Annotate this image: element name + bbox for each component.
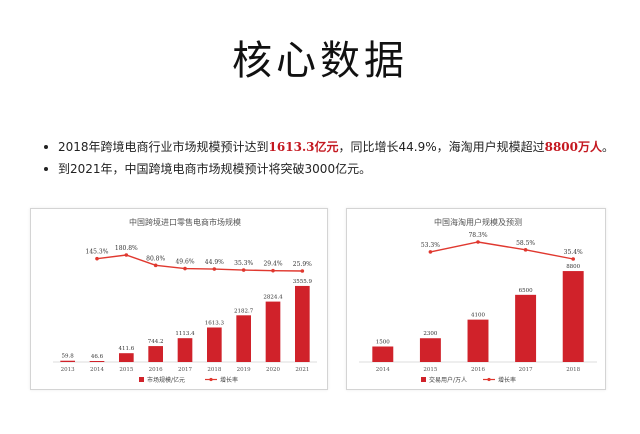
- x-tick-label: 2015: [119, 367, 133, 373]
- legend-bar-swatch: [139, 377, 144, 382]
- growth-rate-point: [124, 253, 129, 257]
- growth-rate-point: [183, 266, 187, 271]
- growth-rate-label: 49.6%: [175, 259, 194, 266]
- growth-rate-point: [95, 256, 99, 261]
- growth-rate-point: [212, 267, 217, 271]
- legend-line-label: 增长率: [498, 376, 516, 384]
- bar-value-label: 59.8: [62, 354, 75, 360]
- bar-2013: [60, 360, 75, 362]
- bar-2018: [207, 327, 222, 362]
- bar-value-label: 1113.4: [175, 331, 195, 337]
- user-scale-chart: 中国海淘用户规模及预测 1500 2014 2300 2015 4100 2016 6500 2…: [359, 217, 597, 384]
- bar-2015: [419, 338, 441, 362]
- x-tick-label: 2018: [566, 367, 580, 373]
- bar-value-label: 4100: [471, 313, 485, 319]
- growth-rate-point: [153, 263, 158, 268]
- bar-2020: [265, 301, 281, 362]
- bar-2019: [236, 315, 251, 362]
- x-tick-label: 2017: [519, 367, 533, 373]
- growth-rate-label: 145.3%: [86, 249, 109, 256]
- bar-value-label: 1613.3: [205, 320, 225, 326]
- bullet-item-1: 2018年跨境电商行业市场规模预计达到1613.3亿元，同比增长44.9%，海淘…: [44, 136, 634, 158]
- page-title: 核心数据: [232, 38, 408, 84]
- growth-rate-point: [271, 268, 275, 273]
- bullet-text-1: 2018年跨境电商行业市场规模预计达到1613.3亿元，同比增长44.9%，海淘…: [58, 136, 614, 158]
- growth-rate-label: 180.8%: [115, 245, 138, 252]
- bar-value-label: 46.6: [91, 354, 104, 360]
- bar-value-label: 8800: [566, 264, 580, 270]
- x-tick-label: 2017: [178, 367, 192, 373]
- user-count-highlight: 8800万人: [544, 140, 603, 154]
- legend-line-label: 增长率: [220, 376, 238, 384]
- legend-bar-swatch: [421, 377, 426, 382]
- bar-value-label: 744.2: [148, 339, 164, 345]
- legend-bar-label: 交易用户/万人: [429, 376, 467, 384]
- legend-line-marker: [487, 377, 491, 382]
- bar-2021: [295, 285, 310, 362]
- bar-2015: [119, 353, 134, 362]
- growth-rate-label: 35.3%: [234, 260, 253, 267]
- bar-2014: [89, 361, 105, 362]
- growth-rate-label: 44.9%: [205, 259, 224, 266]
- bullet-1-text-b: ，同比增长44.9%，海淘用户规模超过: [338, 140, 545, 154]
- x-tick-label: 2019: [237, 367, 251, 373]
- bullet-1-text-a: 2018年跨境电商行业市场规模预计达到: [58, 140, 269, 154]
- x-tick-label: 2016: [471, 367, 485, 373]
- bar-2017: [177, 338, 193, 362]
- growth-rate-label: 58.5%: [516, 240, 535, 247]
- user-scale-chart-panel: 中国海淘用户规模及预测 1500 2014 2300 2015 4100 2016 6500 2…: [346, 208, 606, 390]
- x-tick-label: 2013: [61, 367, 75, 373]
- growth-rate-line: [430, 241, 574, 260]
- market-size-chart-panel: 中国跨境进口零售电商市场规模 59.8 2013 46.6 2014 411.6 2015 7…: [30, 208, 328, 390]
- bullet-dot-icon: [44, 145, 48, 149]
- growth-rate-line: [96, 254, 303, 272]
- growth-rate-point: [523, 248, 528, 252]
- bullet-item-2: 到2021年，中国跨境电商市场规模预计将突破3000亿元。: [44, 158, 634, 180]
- bar-2014: [372, 346, 394, 362]
- legend-line-marker: [209, 377, 213, 382]
- legend-bar-label: 市场规模/亿元: [147, 376, 185, 384]
- growth-rate-label: 53.3%: [421, 242, 440, 249]
- growth-rate-label: 78.3%: [468, 232, 487, 239]
- growth-rate-point: [241, 268, 246, 272]
- key-data-bullets: 2018年跨境电商行业市场规模预计达到1613.3亿元，同比增长44.9%，海淘…: [44, 136, 634, 180]
- x-tick-label: 2018: [207, 367, 221, 373]
- bar-value-label: 2300: [423, 331, 437, 337]
- growth-rate-label: 80.8%: [146, 255, 165, 262]
- bar-value-label: 411.6: [118, 346, 134, 352]
- bar-2017: [515, 294, 537, 362]
- bar-value-label: 2182.7: [234, 308, 254, 314]
- growth-rate-label: 29.4%: [263, 261, 282, 268]
- bar-2018: [562, 271, 584, 362]
- growth-rate-label: 25.9%: [293, 261, 312, 268]
- x-tick-label: 2020: [266, 367, 280, 373]
- bullet-dot-icon: [44, 167, 48, 171]
- growth-rate-label: 35.4%: [564, 249, 583, 256]
- bar-value-label: 2824.4: [263, 295, 283, 301]
- bar-value-label: 1500: [376, 340, 390, 346]
- bullet-1-text-c: 。: [602, 140, 615, 154]
- growth-rate-point: [571, 257, 575, 261]
- growth-rate-point: [300, 269, 305, 273]
- chart-title: 中国跨境进口零售电商市场规模: [129, 217, 241, 227]
- market-size-highlight: 1613.3亿元: [268, 140, 339, 154]
- x-tick-label: 2016: [149, 367, 163, 373]
- bar-value-label: 6500: [519, 288, 533, 294]
- x-tick-label: 2021: [295, 367, 309, 373]
- x-tick-label: 2015: [423, 367, 437, 373]
- market-size-chart: 中国跨境进口零售电商市场规模 59.8 2013 46.6 2014 411.6 2015 7…: [53, 217, 317, 384]
- x-tick-label: 2014: [90, 367, 104, 373]
- bar-2016: [148, 346, 163, 362]
- growth-rate-point: [476, 240, 480, 244]
- bar-2016: [467, 319, 489, 362]
- x-tick-label: 2014: [376, 367, 390, 373]
- growth-rate-point: [428, 250, 433, 254]
- bullet-text-2: 到2021年，中国跨境电商市场规模预计将突破3000亿元。: [58, 162, 372, 176]
- chart-title: 中国海淘用户规模及预测: [434, 217, 522, 227]
- bar-value-label: 3555.9: [293, 279, 313, 285]
